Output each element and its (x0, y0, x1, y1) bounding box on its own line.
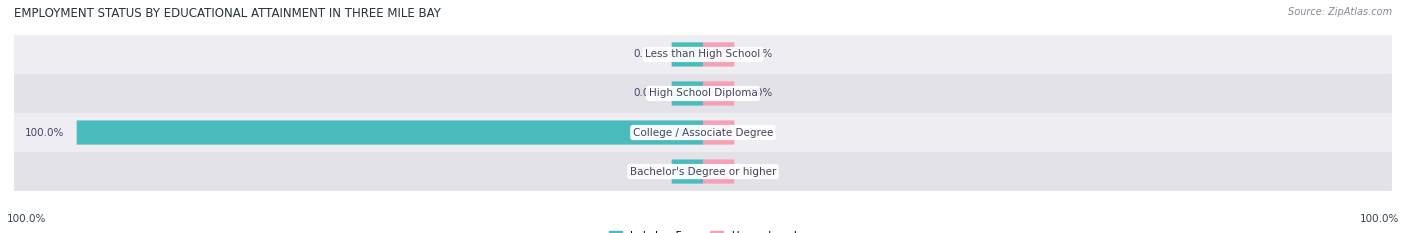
Text: 100.0%: 100.0% (25, 127, 65, 137)
Text: Less than High School: Less than High School (645, 49, 761, 59)
Text: 100.0%: 100.0% (1360, 214, 1399, 224)
Legend: In Labor Force, Unemployed: In Labor Force, Unemployed (605, 227, 801, 233)
Text: 0.0%: 0.0% (633, 89, 659, 99)
Text: 0.0%: 0.0% (633, 49, 659, 59)
FancyBboxPatch shape (672, 42, 703, 67)
Text: 0.0%: 0.0% (747, 167, 773, 177)
Text: EMPLOYMENT STATUS BY EDUCATIONAL ATTAINMENT IN THREE MILE BAY: EMPLOYMENT STATUS BY EDUCATIONAL ATTAINM… (14, 7, 441, 20)
FancyBboxPatch shape (14, 152, 1392, 191)
Text: High School Diploma: High School Diploma (648, 89, 758, 99)
FancyBboxPatch shape (703, 120, 734, 145)
Text: 0.0%: 0.0% (747, 127, 773, 137)
Text: College / Associate Degree: College / Associate Degree (633, 127, 773, 137)
FancyBboxPatch shape (14, 35, 1392, 74)
FancyBboxPatch shape (77, 120, 703, 145)
Text: 0.0%: 0.0% (633, 167, 659, 177)
Text: 0.0%: 0.0% (747, 89, 773, 99)
Text: Source: ZipAtlas.com: Source: ZipAtlas.com (1288, 7, 1392, 17)
FancyBboxPatch shape (14, 74, 1392, 113)
FancyBboxPatch shape (14, 113, 1392, 152)
FancyBboxPatch shape (703, 159, 734, 184)
FancyBboxPatch shape (672, 81, 703, 106)
Text: 100.0%: 100.0% (7, 214, 46, 224)
FancyBboxPatch shape (703, 42, 734, 67)
Text: 0.0%: 0.0% (747, 49, 773, 59)
FancyBboxPatch shape (703, 81, 734, 106)
FancyBboxPatch shape (672, 159, 703, 184)
Text: Bachelor's Degree or higher: Bachelor's Degree or higher (630, 167, 776, 177)
